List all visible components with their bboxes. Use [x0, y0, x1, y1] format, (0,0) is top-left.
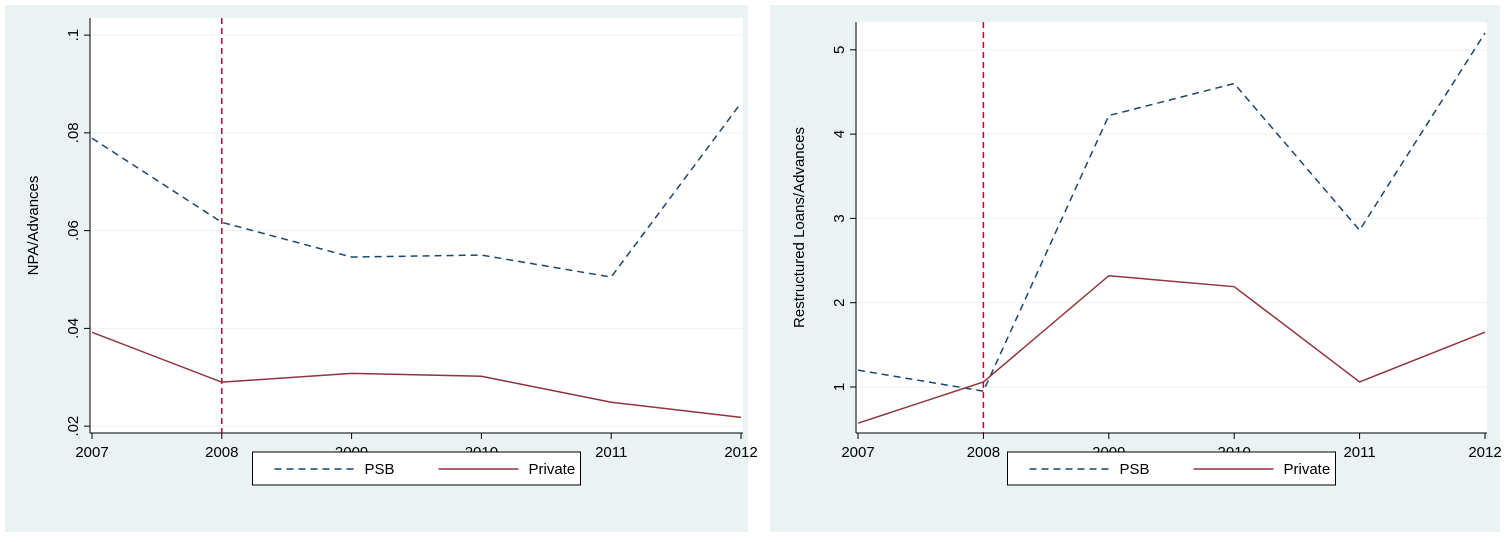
y-axis-title: Restructured Loans/Advances	[791, 127, 808, 328]
series-line	[857, 274, 1486, 424]
x-tick-label: 2012	[1468, 444, 1501, 461]
y-tick-label: .04	[65, 318, 82, 339]
y-tick-label: 5	[831, 46, 848, 54]
plot-area	[856, 22, 1487, 433]
x-tick-label: 2008	[967, 444, 1000, 461]
y-tick-label: 2	[831, 299, 848, 307]
x-tick-label: 2008	[205, 444, 238, 461]
x-tick-label: 2007	[841, 444, 874, 461]
legend-label: PSB	[365, 461, 395, 478]
x-tick-label: 2012	[724, 444, 757, 461]
x-tick-label: 2007	[75, 444, 108, 461]
legend-label: Private	[1284, 461, 1331, 478]
legend-label: PSB	[1120, 461, 1150, 478]
y-tick-label: 3	[831, 214, 848, 222]
legend	[252, 451, 581, 486]
series-line	[857, 32, 1486, 393]
legend-label: Private	[529, 461, 576, 478]
legend	[1007, 451, 1336, 486]
y-axis-title: NPA/Advances	[25, 176, 42, 276]
plot-area	[90, 18, 743, 433]
y-tick-label: .1	[65, 29, 82, 42]
series-line	[91, 331, 742, 419]
y-tick-label: .08	[65, 122, 82, 143]
y-tick-label: 4	[831, 130, 848, 138]
y-tick-label: .06	[65, 220, 82, 241]
y-tick-label: .02	[65, 416, 82, 437]
x-tick-label: 2011	[595, 444, 627, 461]
y-tick-label: 1	[831, 383, 848, 391]
series-line	[91, 102, 742, 278]
x-tick-label: 2011	[1343, 444, 1375, 461]
